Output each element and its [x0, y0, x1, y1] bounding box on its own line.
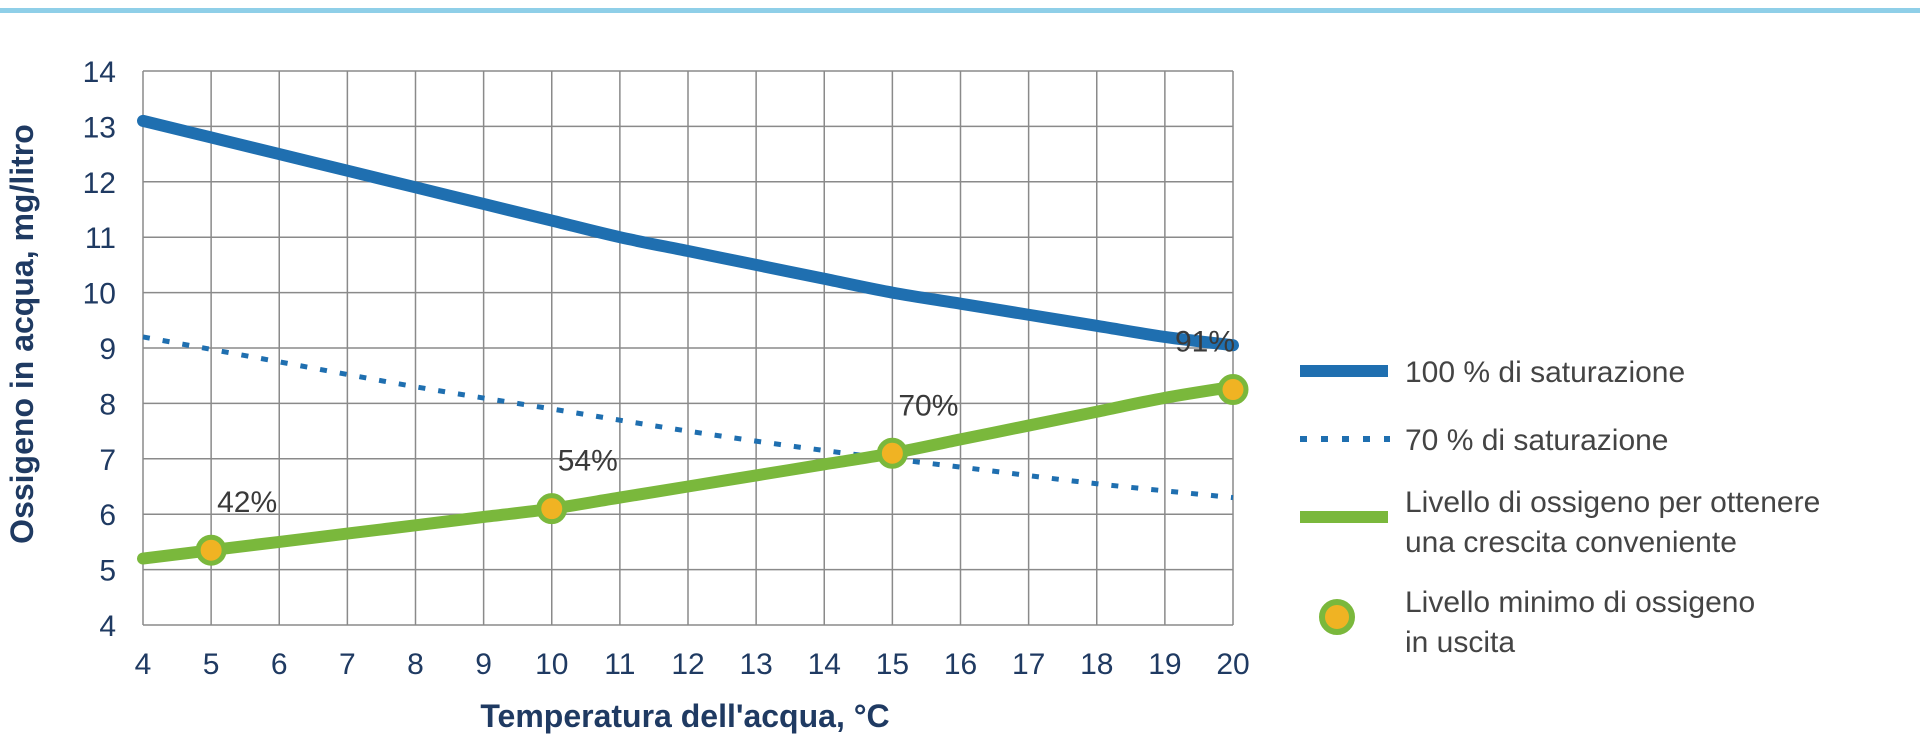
percent-label: 54% — [558, 445, 618, 478]
legend-label: una crescita conveniente — [1405, 526, 1737, 559]
y-axis-title: Ossigeno in acqua, mg/litro — [4, 124, 40, 544]
legend-label: Livello di ossigeno per ottenere — [1405, 486, 1820, 519]
minimum-oxygen-point — [1217, 374, 1249, 406]
x-tick-label: 6 — [271, 648, 288, 681]
y-axis-ticks: 4 5 6 7 8 9 10 11 12 13 14 — [83, 56, 116, 643]
y-tick-label: 4 — [99, 610, 116, 643]
top-accent-bar — [0, 8, 1920, 13]
y-tick-label: 9 — [99, 333, 116, 366]
legend-item-growth-level: Livello di ossigeno per ottenere una cres… — [1300, 486, 1820, 559]
legend-swatch — [1319, 599, 1355, 635]
x-tick-label: 12 — [671, 648, 704, 681]
x-tick-label: 17 — [1012, 648, 1045, 681]
y-tick-label: 8 — [99, 388, 116, 421]
y-tick-label: 12 — [83, 167, 116, 200]
x-tick-label: 14 — [808, 648, 841, 681]
legend-item-minimum-level: Livello minimo di ossigeno in uscita — [1319, 586, 1755, 659]
legend-label: 100 % di saturazione — [1405, 356, 1685, 389]
x-tick-label: 5 — [203, 648, 220, 681]
series-100-saturation-line — [137, 114, 1239, 352]
y-tick-label: 6 — [99, 499, 116, 532]
legend-item-70-saturation: 70 % di saturazione — [1300, 424, 1669, 457]
series-growth-level-line — [137, 380, 1239, 565]
percent-label: 91% — [1175, 326, 1235, 359]
y-tick-label: 13 — [83, 111, 116, 144]
x-tick-label: 7 — [339, 648, 356, 681]
y-tick-label: 7 — [99, 444, 116, 477]
x-tick-label: 15 — [876, 648, 909, 681]
legend: 100 % di saturazione 70 % di saturazione L… — [1300, 356, 1820, 659]
x-tick-label: 8 — [407, 648, 424, 681]
y-tick-label: 11 — [85, 222, 116, 255]
legend-label: 70 % di saturazione — [1405, 424, 1669, 457]
x-tick-label: 16 — [944, 648, 977, 681]
minimum-oxygen-point — [876, 437, 908, 469]
minimum-oxygen-point — [195, 534, 227, 566]
legend-label: Livello minimo di ossigeno — [1405, 586, 1755, 619]
y-tick-label: 5 — [99, 555, 116, 588]
x-tick-label: 4 — [135, 648, 152, 681]
percent-label: 70% — [898, 389, 958, 422]
x-tick-label: 11 — [604, 648, 635, 681]
x-axis-ticks: 4 5 6 7 8 9 10 11 12 13 14 15 16 17 18 19 20 — [135, 648, 1250, 681]
grid — [142, 70, 1234, 626]
legend-item-100-saturation: 100 % di saturazione — [1300, 356, 1685, 389]
legend-label: in uscita — [1405, 626, 1515, 659]
x-tick-label: 20 — [1216, 648, 1249, 681]
x-tick-label: 9 — [475, 648, 492, 681]
series-layer — [137, 114, 1239, 565]
points-layer: 42% 54% 70% 91% — [195, 326, 1249, 566]
x-tick-label: 13 — [739, 648, 772, 681]
percent-label: 42% — [217, 486, 277, 519]
x-tick-label: 18 — [1080, 648, 1113, 681]
x-tick-label: 19 — [1148, 648, 1181, 681]
x-tick-label: 10 — [535, 648, 568, 681]
series-70-saturation-line — [142, 334, 1234, 501]
x-axis-title: Temperatura dell'acqua, °C — [480, 698, 889, 734]
y-tick-label: 10 — [83, 278, 116, 311]
minimum-oxygen-point — [536, 493, 568, 525]
y-tick-label: 14 — [83, 56, 116, 89]
